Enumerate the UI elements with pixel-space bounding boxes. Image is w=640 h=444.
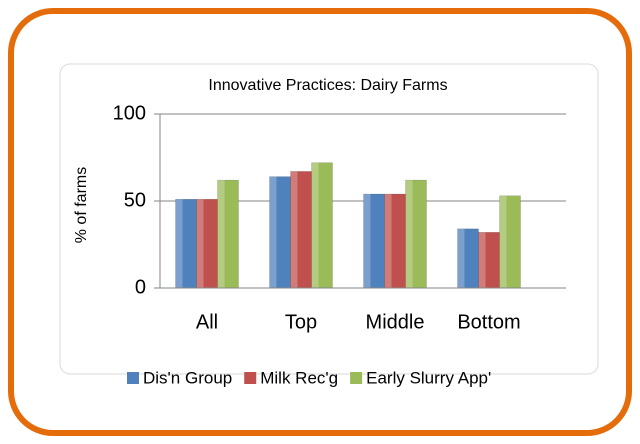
x-tick-label: Middle <box>366 311 425 333</box>
bar-shade <box>478 232 486 288</box>
bar-shade <box>217 180 225 288</box>
legend-swatch <box>350 372 363 384</box>
bar-shade <box>311 162 319 288</box>
y-axis-label: % of farms <box>73 167 90 243</box>
bar-shade <box>290 171 298 288</box>
legend-label: Dis'n Group <box>143 368 232 387</box>
chart-title: Innovative Practices: Dairy Farms <box>208 77 447 94</box>
legend-swatch <box>127 372 139 384</box>
bar-shade <box>457 228 465 288</box>
y-tick-label: 0 <box>135 276 146 298</box>
bar-shade <box>175 199 183 288</box>
bar-shade <box>405 180 413 288</box>
bar-shade <box>196 199 204 288</box>
x-tick-label: All <box>196 311 218 333</box>
bar-shade <box>269 176 277 288</box>
x-tick-label: Top <box>285 311 317 333</box>
y-tick-label: 100 <box>113 102 146 124</box>
legend-label: Early Slurry App' <box>366 368 491 387</box>
bar-shade <box>384 194 392 288</box>
bar-shade <box>499 195 507 288</box>
bar-shade <box>363 194 371 288</box>
x-tick-label: Bottom <box>457 311 520 333</box>
legend-label: Milk Rec'g <box>260 368 338 387</box>
y-tick-label: 50 <box>124 189 146 211</box>
chart-frame <box>59 63 599 375</box>
legend-swatch <box>244 372 257 384</box>
